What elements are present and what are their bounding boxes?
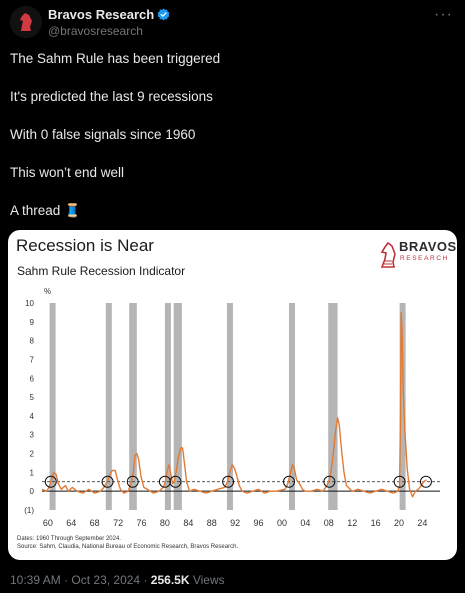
tweet-meta: 10:39 AM · Oct 23, 2024 · 256.5K Views	[10, 573, 225, 587]
signal-circle	[169, 475, 182, 488]
tweet-line: It's predicted the last 9 recessions	[10, 89, 213, 104]
y-tick-label: 8	[30, 337, 35, 346]
x-tick-label: 80	[160, 518, 170, 528]
chart-title: Recession is Near	[16, 236, 154, 255]
y-tick-label: 3	[30, 431, 35, 440]
thread-spool-icon: 🧵	[64, 203, 81, 218]
recession-band	[105, 303, 112, 510]
y-tick-label: (1)	[24, 506, 34, 515]
meta-separator: ·	[143, 573, 151, 587]
knight-logo-icon	[380, 241, 396, 268]
x-tick-label: 68	[90, 518, 100, 528]
y-tick-label: 1	[30, 468, 35, 477]
logo-word: BRAVOS	[399, 239, 457, 254]
y-tick-label: 6	[30, 374, 35, 383]
x-tick-label: 92	[230, 518, 240, 528]
recession-band	[129, 303, 137, 510]
signal-circle	[44, 475, 57, 488]
recession-band	[226, 303, 233, 510]
x-tick-label: 00	[277, 518, 287, 528]
y-tick-label: 7	[30, 355, 35, 364]
y-tick-label: 0	[30, 487, 35, 496]
signal-circle	[126, 475, 139, 488]
meta-separator: ·	[64, 573, 72, 587]
x-tick-label: 60	[43, 518, 53, 528]
signal-circle	[393, 475, 406, 488]
x-tick-label: 20	[394, 518, 404, 528]
x-tick-label: 64	[66, 518, 76, 528]
chart-subtitle: Sahm Rule Recession Indicator	[17, 264, 186, 278]
sahm-rule-series-line	[41, 311, 427, 498]
chart-image-card[interactable]: Recession is Near Sahm Rule Recession In…	[8, 230, 457, 560]
logo-sub: RESEARCH	[400, 255, 449, 262]
avatar[interactable]	[10, 6, 42, 38]
y-tick-label: 5	[30, 393, 35, 402]
x-tick-label: 96	[254, 518, 264, 528]
tweet-line: With 0 false signals since 1960	[10, 127, 196, 142]
thread-label: A thread	[10, 203, 61, 218]
x-tick-label: 24	[417, 518, 427, 528]
verified-badge-icon	[157, 8, 170, 21]
y-tick-label: 9	[30, 318, 35, 327]
tweet-date[interactable]: Oct 23, 2024	[71, 573, 141, 587]
x-tick-label: 72	[113, 518, 123, 528]
recession-band	[173, 303, 182, 510]
knight-logo-icon	[10, 6, 42, 38]
signal-circle	[222, 475, 235, 488]
signal-circle	[323, 475, 336, 488]
x-tick-label: 76	[136, 518, 146, 528]
y-tick-label: 2	[30, 450, 35, 459]
source-note: Source: Sahm, Claudia, National Bureau o…	[17, 544, 239, 550]
signal-circle	[419, 475, 432, 488]
tweet-line: The Sahm Rule has been triggered	[10, 51, 221, 66]
x-tick-label: 04	[300, 518, 310, 528]
recession-band	[328, 303, 338, 510]
author-name[interactable]: Bravos Research	[48, 7, 155, 22]
x-tick-label: 88	[207, 518, 217, 528]
dates-note: Dates: 1960 Through September 2024.	[17, 536, 121, 542]
x-tick-label: 84	[183, 518, 193, 528]
view-count: 256.5K	[150, 573, 190, 587]
y-tick-label: 4	[30, 412, 35, 421]
x-tick-label: 12	[347, 518, 357, 528]
author-handle[interactable]: @bravosresearch	[48, 24, 143, 38]
tweet-time[interactable]: 10:39 AM	[10, 573, 61, 587]
y-axis-label: %	[44, 287, 51, 296]
more-options-icon[interactable]: ···	[434, 6, 453, 23]
x-tick-label: 08	[324, 518, 334, 528]
recession-band	[49, 303, 56, 510]
views-label: Views	[192, 573, 225, 587]
recession-band	[288, 303, 295, 510]
author-block: Bravos Research @bravosresearch	[48, 7, 170, 38]
recession-band	[164, 303, 171, 510]
bravos-logo: BRAVOS RESEARCH	[379, 236, 456, 272]
y-tick-label: 10	[25, 299, 34, 308]
recession-band	[399, 303, 406, 510]
x-tick-label: 16	[371, 518, 381, 528]
signal-circle	[101, 475, 114, 488]
signal-circle	[282, 475, 295, 488]
tweet-header: Bravos Research @bravosresearch ···	[10, 6, 455, 40]
tweet-line-thread: A thread 🧵	[10, 202, 81, 220]
tweet-line: This won’t end well	[10, 165, 125, 180]
